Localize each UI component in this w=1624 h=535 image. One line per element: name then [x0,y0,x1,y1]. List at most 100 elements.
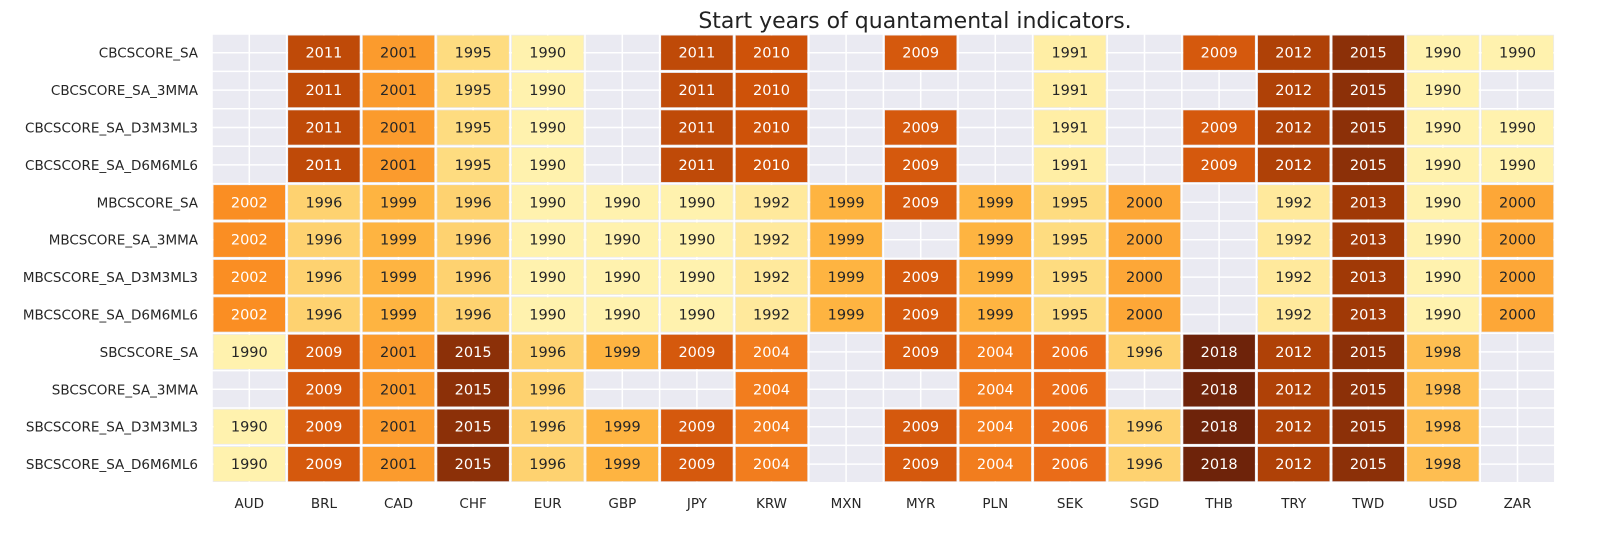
heatmap-cell [1407,409,1479,444]
heatmap-cell [1407,334,1479,370]
heatmap-cell [288,409,360,444]
heatmap-cell [362,446,435,482]
heatmap-cell [1332,110,1405,145]
cell-value-label: 1991 [1051,83,1088,99]
heatmap-cell [1034,446,1106,482]
cell-value-label: 2001 [380,382,417,398]
heatmap-cell [437,110,509,145]
heatmap-cell [1407,185,1479,220]
heatmap-cell [288,372,360,407]
heatmap-cell [735,334,808,370]
cell-value-label: 2004 [977,382,1014,398]
heatmap-cell [288,110,360,145]
heatmap-cell [959,222,1032,257]
cell-value-label: 1999 [828,270,865,286]
cell-value-label: 1992 [1275,233,1312,249]
heatmap-cell [1257,409,1330,444]
row-labels: CBCSCORE_SA CBCSCORE_SA_3MMA CBCSCORE_SA_D… [23,46,199,473]
heatmap-cell [884,147,957,183]
cell-value-label: 2011 [678,158,715,174]
cell-value-label: 2000 [1499,195,1536,211]
heatmap-cell [810,297,882,332]
cell-value-label: 2000 [1499,308,1536,324]
cell-value-label: 2006 [1051,345,1088,361]
heatmap-cell [511,372,584,407]
heatmap-cell [1407,372,1479,407]
heatmap-cell [661,409,733,444]
heatmap-cell [1183,110,1255,145]
cell-value-label: 2015 [1350,345,1387,361]
cell-value-label: 2001 [380,457,417,473]
heatmap-cell [1183,334,1255,370]
heatmap-cell [437,372,509,407]
heatmap-cell [1481,35,1554,70]
cell-value-label: 1990 [604,270,641,286]
cell-value-label: 2000 [1126,233,1163,249]
heatmap-cell [1257,110,1330,145]
column-tick-label: SEK [1057,496,1084,512]
cell-value-label: 2013 [1350,270,1387,286]
heatmap-cell [437,185,509,220]
cell-value-label: 2011 [305,121,342,137]
heatmap-cell [884,446,957,482]
heatmap-cell [884,35,957,70]
cell-value-label: 2000 [1126,270,1163,286]
heatmap-cell [437,35,509,70]
heatmap-cell [1183,35,1255,70]
heatmap-cell [810,259,882,295]
row-tick-label: MBCSCORE_SA_D6M6ML6 [23,308,198,324]
cell-value-label: 2002 [231,195,268,211]
heatmap-cell [1257,72,1330,108]
cell-value-label: 2001 [380,158,417,174]
cell-value-label: 1990 [678,270,715,286]
heatmap-cell [362,334,435,370]
chart-title: Start years of quantamental indicators. [698,9,1131,34]
heatmap-cell [1034,147,1106,183]
cell-value-label: 2004 [977,345,1014,361]
cell-value-label: 1996 [455,308,492,324]
cell-value-label: 1995 [455,46,492,62]
cell-value-label: 1990 [1499,158,1536,174]
heatmap-cell [661,185,733,220]
cell-value-label: 1999 [828,308,865,324]
heatmap-cell [1034,110,1106,145]
heatmap-cell [586,222,659,257]
cell-value-label: 2012 [1275,345,1312,361]
heatmap-cell [959,446,1032,482]
cell-value-label: 2004 [753,345,790,361]
heatmap-cell [959,185,1032,220]
cell-value-label: 1996 [529,457,566,473]
heatmap-cell [511,409,584,444]
heatmap-cell [1034,185,1106,220]
heatmap-cell [511,147,584,183]
cell-value-label: 2004 [753,382,790,398]
heatmap-cell [735,185,808,220]
heatmap-cell [1257,222,1330,257]
column-tick-label: USD [1428,496,1457,512]
heatmap-cell [1407,147,1479,183]
heatmap-cell [1034,334,1106,370]
heatmap-cell [437,72,509,108]
cell-value-label: 1995 [455,121,492,137]
cell-value-label: 1995 [455,83,492,99]
heatmap-cell [1257,446,1330,482]
heatmap-cell [661,147,733,183]
cell-value-label: 1990 [231,457,268,473]
heatmap-cell [511,446,584,482]
heatmap-cell [362,297,435,332]
heatmap-cell [1034,222,1106,257]
cell-value-label: 1996 [529,420,566,436]
heatmap-cell [1332,446,1405,482]
column-tick-label: MXN [831,496,862,512]
heatmap-cell [884,259,957,295]
heatmap-cell [586,409,659,444]
heatmap-cell [511,110,584,145]
heatmap-cells: 2011 2001 1995 1990 2011 2010 2009 1991 2009 2012… [213,35,1554,482]
cell-value-label: 1990 [529,158,566,174]
cell-value-label: 2013 [1350,233,1387,249]
cell-value-label: 2000 [1126,308,1163,324]
heatmap-cell [362,35,435,70]
heatmap-cell [1108,334,1181,370]
cell-value-label: 2009 [305,457,342,473]
